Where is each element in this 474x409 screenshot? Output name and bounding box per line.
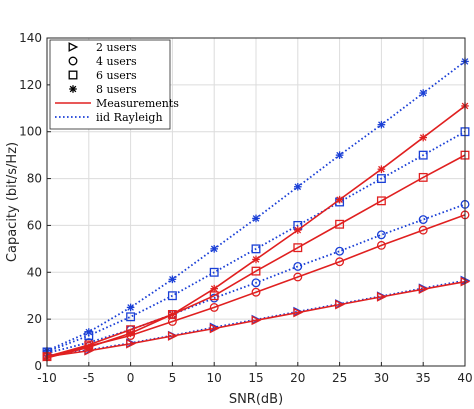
data-point-measurements-8-users	[419, 133, 427, 142]
series-layer	[42, 57, 471, 362]
y-tick-label: 140	[19, 31, 42, 45]
data-point-rayleigh-6-users	[376, 174, 386, 184]
data-point-measurements-8-users	[335, 195, 344, 204]
x-tick-label: 0	[127, 371, 135, 385]
y-axis-label: Capacity (bit/s/Hz)	[5, 142, 20, 262]
x-tick-label: 15	[248, 371, 263, 385]
series-measurements-2-users	[42, 276, 471, 362]
legend-triangle-marker	[68, 42, 79, 52]
data-point-measurements-6-users	[376, 196, 386, 206]
data-point-measurements-6-users	[418, 172, 428, 182]
data-point-measurements-2-users	[126, 338, 136, 349]
data-point-measurements-2-users	[251, 315, 262, 326]
data-point-measurements-6-users	[335, 219, 345, 229]
legend-symbols	[55, 42, 91, 118]
data-point-measurements-2-users	[418, 284, 429, 295]
data-point-measurements-4-users	[376, 240, 386, 250]
data-point-measurements-2-users	[376, 292, 387, 302]
x-axis-label: SNR(dB)	[229, 392, 283, 407]
data-point-measurements-2-users	[209, 323, 220, 334]
data-point-rayleigh-8-users	[252, 214, 260, 223]
data-point-measurements-2-users	[335, 299, 345, 310]
legend-label-2-users: 2 users	[96, 41, 137, 54]
data-point-measurements-4-users	[335, 257, 345, 267]
data-point-measurements-4-users	[293, 272, 303, 282]
data-point-rayleigh-8-users	[377, 120, 386, 129]
data-point-measurements-4-users	[209, 302, 219, 312]
data-point-rayleigh-4-users	[418, 215, 428, 225]
data-point-rayleigh-8-users	[168, 275, 177, 284]
data-point-rayleigh-4-users	[293, 261, 303, 271]
legend-box	[49, 39, 171, 130]
series-measurements-8-users	[43, 102, 469, 362]
data-point-rayleigh-6-users	[251, 244, 261, 254]
data-point-measurements-8-users	[252, 255, 260, 264]
data-point-measurements-6-users	[293, 243, 303, 253]
data-point-measurements-8-users	[168, 310, 177, 319]
x-tick-label: -5	[83, 371, 95, 385]
data-point-rayleigh-8-users	[126, 303, 135, 312]
legend-label-6-users: 6 users	[96, 69, 137, 82]
data-point-measurements-2-users	[167, 331, 178, 341]
x-tick-label: 35	[416, 371, 431, 385]
data-point-rayleigh-6-users	[418, 150, 428, 160]
data-point-measurements-4-users	[418, 225, 428, 235]
data-point-rayleigh-8-users	[85, 328, 93, 336]
series-line-measurements-6-users	[46, 154, 466, 358]
x-tick-label: -10	[37, 371, 57, 385]
x-tick-label: 10	[207, 371, 222, 385]
x-tick-label: 25	[332, 371, 347, 385]
x-tick-label: 30	[374, 371, 389, 385]
legend-star-marker	[69, 85, 77, 93]
data-point-measurements-8-users	[210, 284, 218, 293]
legend-square-marker	[68, 70, 78, 80]
y-tick-label: 40	[27, 265, 42, 279]
tick-labels: -10 -5 0 5 10 15 20 25 30 35 40 0 20 40 60 80 100 120 140	[19, 31, 473, 385]
y-tick-label: 60	[27, 218, 42, 232]
data-point-rayleigh-6-users	[209, 267, 219, 277]
data-point-rayleigh-8-users	[335, 151, 344, 159]
x-tick-label: 5	[169, 371, 177, 385]
data-point-measurements-8-users	[85, 343, 93, 352]
data-point-rayleigh-8-users	[419, 89, 427, 97]
y-tick-label: 80	[27, 172, 42, 186]
legend-label-iid-rayleigh: iid Rayleigh	[96, 111, 163, 124]
series-rayleigh-8-users	[43, 57, 469, 355]
data-point-measurements-6-users	[251, 266, 261, 276]
legend-label-4-users: 4 users	[96, 55, 137, 68]
legend-label-measurements: Measurements	[96, 97, 179, 110]
data-point-measurements-8-users	[294, 226, 302, 234]
data-point-rayleigh-8-users	[210, 245, 218, 253]
data-point-rayleigh-4-users	[251, 278, 261, 288]
data-point-rayleigh-8-users	[294, 182, 302, 191]
data-point-measurements-4-users	[251, 287, 261, 297]
x-tick-label: 40	[457, 371, 472, 385]
data-point-measurements-8-users	[126, 329, 135, 337]
data-point-rayleigh-6-users	[167, 291, 177, 301]
y-tick-label: 120	[19, 78, 42, 92]
legend-circle-marker	[68, 56, 78, 66]
legend-label-8-users: 8 users	[96, 83, 137, 96]
series-line-measurements-4-users	[46, 214, 466, 358]
data-point-measurements-8-users	[377, 165, 386, 173]
data-point-rayleigh-4-users	[376, 230, 386, 240]
data-point-rayleigh-4-users	[335, 246, 345, 256]
y-tick-label: 100	[19, 125, 42, 139]
data-point-rayleigh-6-users	[126, 312, 136, 322]
series-line-rayleigh-6-users	[46, 130, 466, 353]
x-tick-label: 20	[290, 371, 305, 385]
y-tick-label: 20	[27, 312, 42, 326]
legend: 2 users 4 users 6 users 8 users Measurem…	[49, 39, 179, 130]
series-line-measurements-2-users	[46, 280, 466, 358]
data-point-measurements-2-users	[293, 307, 304, 318]
y-tick-label: 0	[34, 359, 42, 373]
